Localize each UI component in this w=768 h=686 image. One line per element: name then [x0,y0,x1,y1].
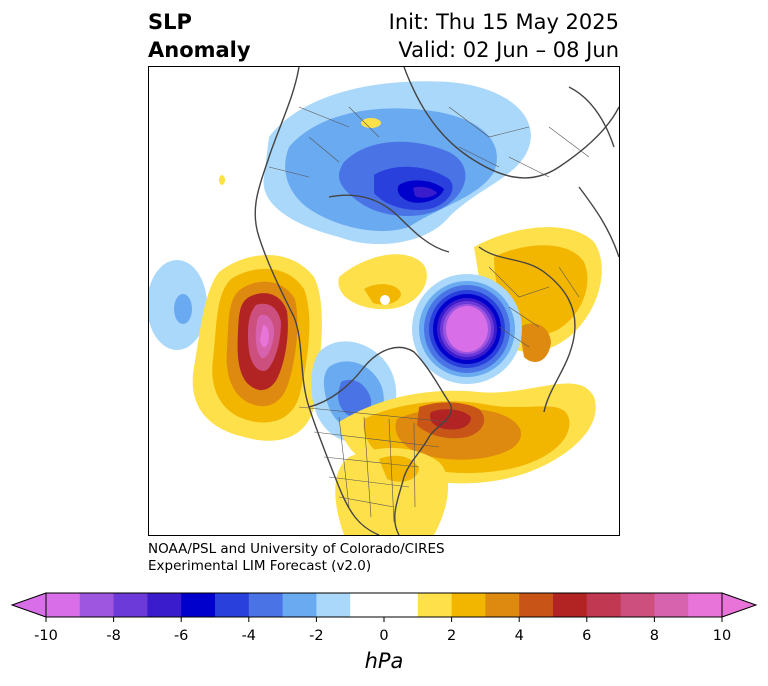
colorbar-cell [46,593,81,617]
colorbar-cell [485,593,520,617]
colorbar-cell [282,593,317,617]
colorbar-tick-label: 6 [582,628,592,644]
colorbar-cell [215,593,250,617]
colorbar-tick-label: 4 [514,628,524,644]
map-pole-marker [380,295,390,305]
colorbar-cell [181,593,216,617]
small-positive-arctic [361,118,381,128]
colorbar-right-arrow [721,592,758,618]
colorbar-cell [147,593,182,617]
credit-text: NOAA/PSL and University of Colorado/CIRE… [148,541,445,575]
colorbar-tick-label: 2 [446,628,457,644]
positive-anomaly-arctic-inner [364,284,401,305]
colorbar-cell [553,593,588,617]
colorbar-cell [654,593,689,617]
colorbar-tick-label: 10 [712,628,732,644]
colorbar-cell [688,593,723,617]
map-title: SLP Anomaly [148,8,251,64]
colorbar-cell [248,593,284,617]
colorbar-tick-label: 0 [379,628,389,644]
colorbar-tick-label: -4 [241,628,257,644]
colorbar-cell [519,593,554,617]
colorbar-tick-label: -10 [34,628,58,644]
colorbar-tick-label: 8 [649,628,660,644]
small-positive-pacific [219,175,225,185]
colorbar-tickmarks [45,617,723,622]
title-line-1: SLP [148,10,192,34]
colorbar [10,592,758,622]
credit-line-1: NOAA/PSL and University of Colorado/CIRE… [148,541,445,557]
colorbar-cell [451,593,486,617]
colorbar-cell [350,593,385,617]
positive-anomaly-arctic [338,254,427,310]
valid-range: Valid: 02 Jun – 08 Jun [398,38,619,62]
colorbar-left-arrow [10,592,47,618]
colorbar-cell [586,593,622,617]
colorbar-tick-label: -6 [173,628,189,644]
credit-line-2: Experimental LIM Forecast (v2.0) [148,558,372,574]
colorbar-cell [316,593,351,617]
colorbar-tick-label: -2 [309,628,324,644]
colorbar-cell [620,593,655,617]
colorbar-cell [417,593,453,617]
negative-anomaly-siberia-arctic [263,81,531,245]
negative-anomaly-central-pacific [149,260,207,350]
coastlines [254,67,619,535]
map-svg [149,67,619,535]
colorbar-cell [79,593,115,617]
colorbar-unit-label: hPa [364,649,404,673]
anomaly-map [148,66,620,536]
forecast-dates: Init: Thu 15 May 2025 Valid: 02 Jun – 08… [389,8,619,64]
political-borders [268,106,590,523]
init-date: Init: Thu 15 May 2025 [388,10,619,34]
colorbar-cell [113,593,148,617]
colorbar-tick-label: -8 [106,628,121,644]
positive-anomaly-northeast-pacific [192,254,322,441]
colorbar-cells [46,593,723,617]
positive-anomaly-southeast-us [335,447,449,535]
colorbar-cell [384,593,419,617]
title-line-2: Anomaly [148,38,251,62]
negative-anomaly-north-atlantic [412,274,522,384]
